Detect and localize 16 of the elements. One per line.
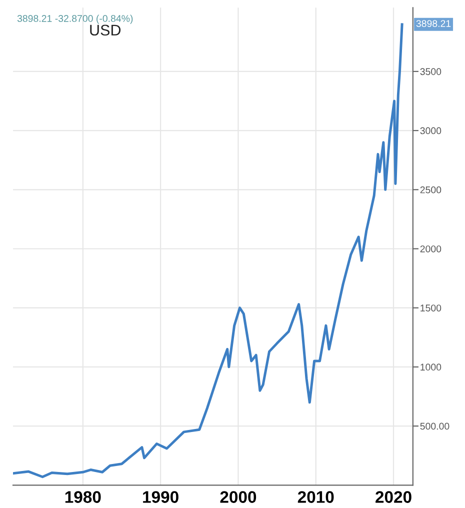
x-tick-label: 1990 — [143, 491, 178, 503]
line-series — [13, 23, 404, 478]
y-tick-label: 1500 — [420, 304, 442, 312]
x-tick-label: 2020 — [376, 491, 412, 503]
y-tick-label: 3000 — [420, 127, 442, 134]
text: 3898.21 -32.8700 (-0.84%) — [17, 14, 133, 24]
x-tick-label: 2010 — [298, 491, 334, 503]
x-tick-label: 2000 — [220, 491, 256, 503]
y-tick-label: 3500 — [420, 68, 442, 76]
text: USD — [90, 24, 121, 36]
annotation: 3898.21 — [416, 20, 451, 27]
y-tick-label: 500.00 — [420, 422, 450, 430]
y-tick-label: 2500 — [420, 186, 442, 194]
y-tick-label: 2000 — [420, 245, 442, 252]
x-tick-label: 1980 — [65, 491, 101, 503]
y-tick-label: 1000 — [420, 364, 442, 371]
